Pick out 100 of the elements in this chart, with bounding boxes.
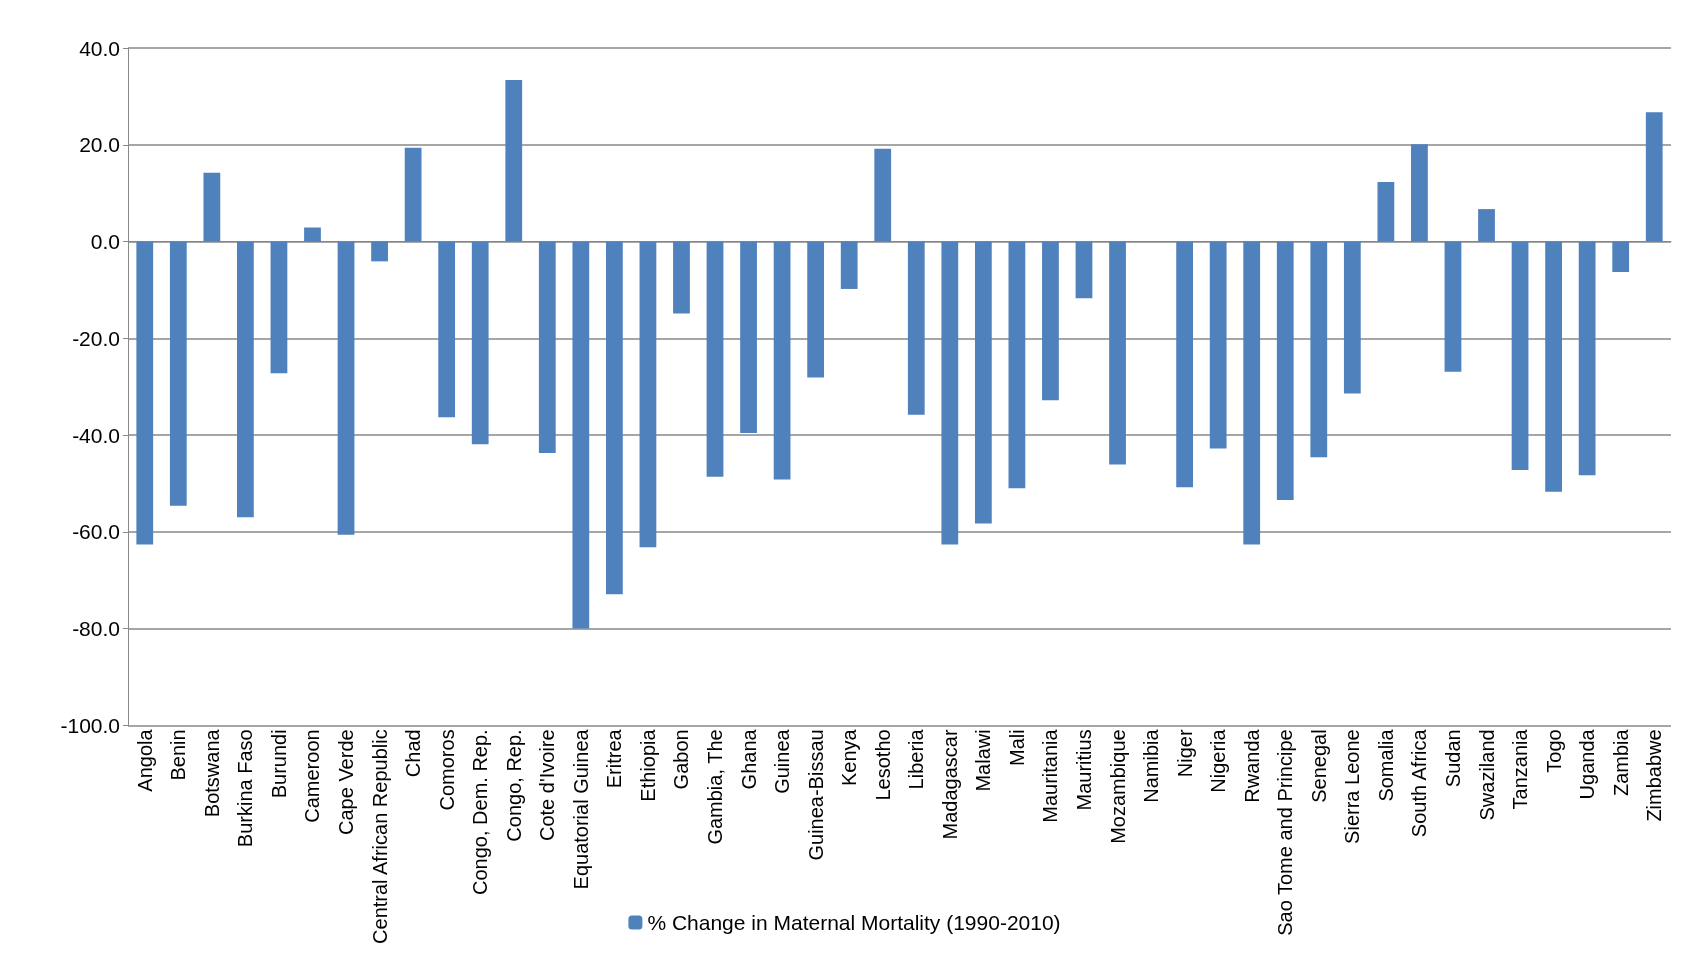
bar bbox=[471, 241, 489, 445]
x-tick-label: Guinea bbox=[771, 728, 794, 794]
bar bbox=[605, 241, 623, 595]
bar bbox=[270, 241, 288, 374]
x-tick-label: Burundi bbox=[267, 729, 290, 799]
x-tick-label: Ethiopia bbox=[636, 728, 659, 802]
bar bbox=[807, 241, 825, 378]
x-tick-label: Chad bbox=[402, 729, 425, 778]
bar bbox=[1645, 112, 1663, 242]
x-tick-label: Mali bbox=[1005, 729, 1028, 767]
x-tick-label: Congo, Rep. bbox=[502, 729, 525, 842]
bar bbox=[136, 241, 154, 545]
bar bbox=[1444, 241, 1462, 372]
bar bbox=[203, 172, 221, 242]
bar bbox=[1578, 241, 1596, 476]
x-tick-label: Liberia bbox=[905, 728, 928, 790]
x-tick-label: Cape Verde bbox=[335, 729, 358, 835]
bar bbox=[1176, 241, 1194, 488]
bar bbox=[237, 241, 254, 518]
bar bbox=[673, 241, 690, 314]
x-tick-label: Kenya bbox=[838, 728, 861, 787]
bar bbox=[1310, 241, 1328, 458]
y-tick-label: 20.0 bbox=[79, 133, 120, 157]
x-tick-label: Madagascar bbox=[938, 729, 961, 840]
x-tick-label: Uganda bbox=[1576, 728, 1599, 800]
x-tick-label: Tanzania bbox=[1509, 728, 1532, 810]
x-tick-label: Cameroon bbox=[301, 729, 324, 823]
x-tick-label: Namibia bbox=[1140, 728, 1163, 803]
x-tick-label: Rwanda bbox=[1240, 728, 1263, 803]
bar bbox=[1511, 241, 1529, 470]
bar bbox=[941, 241, 959, 545]
x-tick-label: Zimbabwe bbox=[1643, 729, 1666, 822]
bar bbox=[371, 241, 388, 262]
bar bbox=[1343, 241, 1361, 394]
y-tick-label: -20.0 bbox=[72, 326, 120, 350]
bar bbox=[572, 241, 590, 629]
x-tick-label: Comoros bbox=[435, 729, 458, 811]
bar bbox=[1612, 241, 1630, 273]
x-tick-label: Zambia bbox=[1609, 728, 1632, 797]
y-tick-label: -80.0 bbox=[72, 617, 120, 641]
x-tick-label: Benin bbox=[167, 729, 190, 781]
bar bbox=[740, 241, 757, 434]
bar bbox=[1075, 241, 1093, 299]
bar bbox=[1008, 241, 1026, 489]
x-tick-label: Senegal bbox=[1307, 729, 1330, 803]
x-tick-label: Burkina Faso bbox=[234, 729, 257, 848]
x-tick-label: Swaziland bbox=[1475, 729, 1498, 821]
bar bbox=[538, 241, 556, 453]
x-tick-label: Sierra Leone bbox=[1341, 729, 1364, 844]
bar bbox=[706, 241, 724, 477]
x-tick-label: Eritrea bbox=[603, 728, 626, 789]
bar bbox=[337, 241, 355, 535]
x-tick-label: Guinea-Bissau bbox=[804, 729, 827, 861]
bar bbox=[1478, 209, 1495, 242]
legend-label: % Change in Maternal Mortality (1990-2010) bbox=[647, 911, 1061, 934]
x-tick-label: Mauritania bbox=[1039, 728, 1062, 823]
bar bbox=[304, 227, 321, 242]
bar bbox=[1276, 241, 1294, 500]
x-tick-label: Mozambique bbox=[1106, 729, 1129, 844]
bar bbox=[169, 241, 187, 506]
bar bbox=[974, 241, 992, 524]
x-tick-label: Togo bbox=[1542, 729, 1565, 773]
bar bbox=[874, 148, 892, 242]
x-tick-label: Malawi bbox=[972, 729, 995, 792]
x-tick-label: Lesotho bbox=[871, 729, 894, 801]
x-tick-label: Congo, Dem. Rep. bbox=[469, 729, 492, 895]
y-tick-label: -40.0 bbox=[72, 423, 120, 447]
bar bbox=[1042, 241, 1059, 401]
bar bbox=[438, 241, 456, 418]
y-tick-label: 0.0 bbox=[90, 230, 120, 254]
y-tick-label: -60.0 bbox=[72, 520, 120, 544]
x-tick-label: Central African Republic bbox=[368, 729, 391, 944]
x-tick-label: Gambia, The bbox=[704, 729, 727, 845]
x-tick-label: Equatorial Guinea bbox=[569, 728, 592, 890]
x-tick-label: Mauritius bbox=[1072, 729, 1095, 811]
bar bbox=[773, 241, 791, 480]
bar bbox=[505, 79, 523, 242]
bar bbox=[1377, 182, 1395, 242]
x-tick-label: Ghana bbox=[737, 728, 760, 790]
bar bbox=[639, 241, 657, 548]
bar bbox=[907, 241, 925, 415]
bar bbox=[840, 241, 858, 289]
x-tick-label: Somalia bbox=[1374, 728, 1397, 802]
y-tick-label: -100.0 bbox=[60, 713, 120, 737]
bar bbox=[404, 147, 422, 242]
bar bbox=[1209, 241, 1227, 449]
x-tick-label: Angola bbox=[133, 728, 156, 792]
bar bbox=[1545, 241, 1562, 492]
x-tick-label: Gabon bbox=[670, 729, 693, 790]
x-tick-label: Cote d'Ivoire bbox=[536, 729, 559, 841]
x-tick-label: Niger bbox=[1173, 729, 1196, 778]
x-tick-label: Sao Tome and Principe bbox=[1274, 729, 1297, 936]
bar bbox=[1109, 241, 1126, 465]
x-tick-label: Botswana bbox=[200, 728, 223, 818]
bar bbox=[1411, 144, 1428, 242]
bar bbox=[1243, 241, 1261, 545]
y-tick-label: 40.0 bbox=[79, 36, 120, 60]
x-tick-label: Sudan bbox=[1441, 729, 1464, 788]
x-tick-label: South Africa bbox=[1408, 728, 1431, 838]
x-tick-label: Nigeria bbox=[1207, 728, 1230, 793]
